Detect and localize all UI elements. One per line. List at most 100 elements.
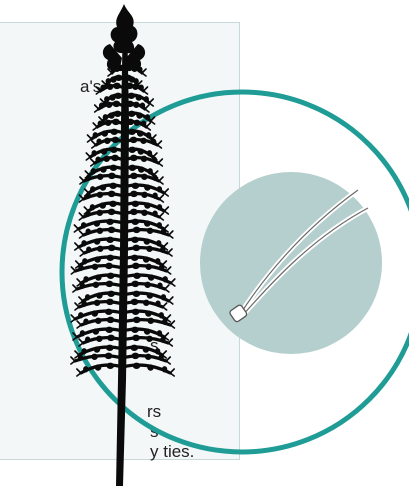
needle-tuft (144, 184, 151, 191)
needle-tuft (132, 362, 141, 369)
needle-tuft (85, 174, 92, 181)
needle-tuft (84, 294, 91, 301)
needle-tuft (155, 300, 161, 307)
needle-tuft (95, 156, 101, 163)
needle-tuft (93, 238, 101, 245)
needle-tuft (81, 240, 87, 247)
needle-tuft (107, 334, 115, 342)
branch-tip (144, 104, 150, 113)
needle-tuft (132, 83, 139, 90)
needle-tuft (126, 118, 135, 126)
needle-tuft (144, 281, 151, 288)
needle-tuft (96, 191, 104, 198)
text-fragment-1: a's (80, 77, 102, 96)
needle-tuft (126, 100, 134, 108)
needle-tuft (107, 208, 116, 216)
branch-tip (165, 356, 172, 365)
needle-tuft (130, 254, 139, 261)
branch-tip (86, 134, 93, 143)
needle-tuft (107, 172, 116, 180)
needle-tuft (136, 112, 143, 119)
needle-tuft (92, 281, 100, 288)
needle-tuft (86, 246, 92, 253)
needle-tuft (152, 174, 158, 181)
text-fragment-2: s (150, 336, 159, 355)
needle-tuft (129, 154, 138, 162)
needle-tuft (113, 82, 121, 90)
needle-tuft (147, 364, 154, 371)
needle-tuft (106, 298, 114, 306)
needle-tuft (157, 282, 163, 289)
branch-tip (70, 314, 76, 323)
needle-tuft (107, 190, 116, 198)
pine-needle-icon (229, 187, 371, 323)
branch-tip (85, 152, 92, 161)
needle-tuft (156, 204, 163, 211)
needle-tuft (128, 146, 137, 153)
needle-tuft (145, 263, 153, 270)
needle-tuft (147, 317, 155, 324)
branch-tip (145, 122, 152, 131)
needle-tuft (154, 348, 161, 355)
needle-tuft (128, 164, 137, 171)
needle-tuft (77, 354, 84, 361)
needle-tuft (106, 218, 114, 225)
needle-tuft (146, 227, 154, 234)
needle-tuft (131, 308, 140, 315)
branch-tip (95, 86, 102, 95)
needle-tuft (102, 114, 109, 121)
branch-tip (158, 176, 164, 185)
branch-tip (170, 278, 176, 287)
branch-tip (76, 320, 82, 329)
needle-tuft (83, 366, 89, 373)
branch-tip (70, 266, 77, 275)
needle-tuft (140, 155, 148, 162)
needle-tuft (99, 202, 107, 209)
needle-tuft (127, 110, 136, 117)
needle-tuft (106, 362, 115, 369)
needle-tuft (125, 82, 134, 90)
needle-tuft (133, 119, 141, 126)
needle-tuft (142, 346, 150, 353)
branch-tip (149, 116, 156, 125)
branch-tip (72, 284, 78, 293)
needle-tuft (135, 94, 143, 101)
pine-tree-silhouette-icon (70, 4, 176, 486)
needle-tuft (131, 218, 140, 225)
needle-tuft (107, 244, 116, 252)
needle-tuft (131, 65, 138, 72)
needle-tuft (162, 318, 168, 325)
needle-tuft (141, 209, 148, 216)
branch-tip (79, 248, 86, 257)
branch-tip (70, 356, 76, 365)
needle-tuft (95, 274, 102, 281)
needle-tuft (105, 78, 111, 85)
branch-tip (78, 338, 84, 347)
needle-tuft (107, 226, 116, 234)
branch-tip (163, 206, 170, 215)
needle-tuft (113, 110, 122, 117)
needle-tuft (131, 236, 139, 243)
needle-tuft (140, 137, 147, 144)
needle-tuft (110, 66, 117, 73)
needle-tuft (96, 138, 102, 145)
needle-tuft (85, 228, 91, 235)
needle-tuft (155, 258, 161, 265)
needle-tuft (160, 228, 167, 235)
needle-tuft (130, 344, 139, 351)
branch-tip (158, 194, 165, 203)
needle-tuft (137, 166, 145, 173)
needle-tuft (81, 300, 87, 307)
needle-tuft (104, 119, 112, 126)
needle-tuft (90, 168, 97, 175)
needle-tuft (143, 96, 149, 103)
needle-tuft (144, 114, 151, 121)
needle-tuft (133, 78, 139, 85)
text-fragment-3: rs (147, 402, 162, 421)
needle-tuft (100, 166, 107, 173)
needle-tuft (79, 282, 86, 289)
needle-tuft (109, 182, 118, 189)
needle-tuft (80, 222, 87, 229)
branch-tip (156, 140, 163, 149)
needle-tuft (132, 101, 140, 108)
